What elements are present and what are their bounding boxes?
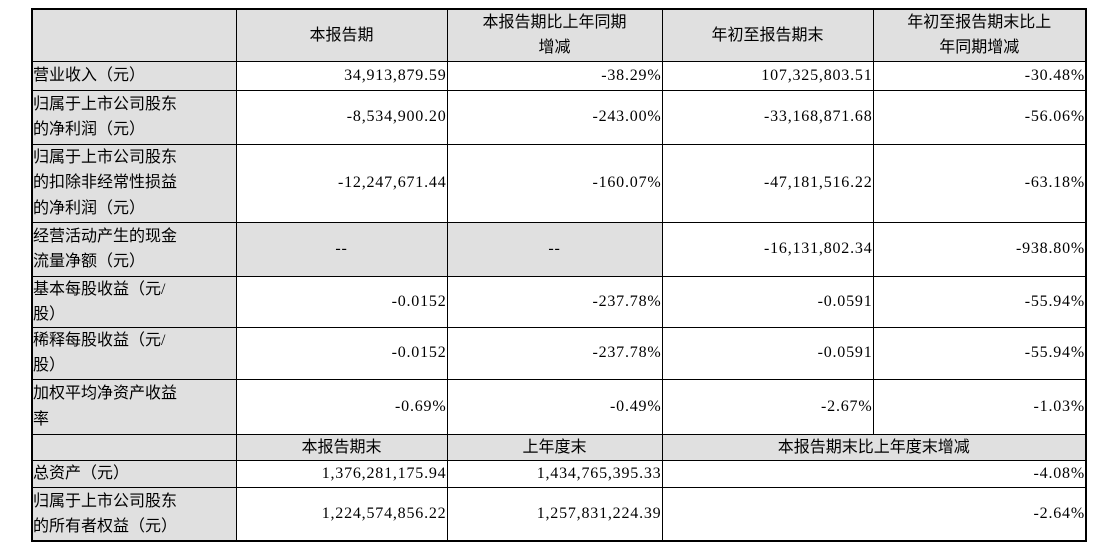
value-cell: 107,325,803.51: [661, 60, 874, 91]
value-cell: -0.0152: [235, 327, 448, 380]
value-cell: -55.94%: [872, 327, 1087, 380]
column-header-year-to-date-yoy-change: 年初至报告期末比上 年同期增减: [872, 8, 1087, 62]
value-cell: -160.07%: [446, 143, 663, 223]
value-cell: -0.49%: [446, 378, 663, 435]
row-label: 营业收入（元）: [31, 60, 237, 91]
table-row-net-profit: 归属于上市公司股东 的净利润（元） -8,534,900.20 -243.00%…: [31, 89, 1087, 145]
row-label: 加权平均净资产收益 率: [31, 378, 237, 435]
column-header-current-period: 本报告期: [235, 8, 448, 62]
value-cell: -2.64%: [661, 486, 1087, 542]
row-label: 归属于上市公司股东 的扣除非经常性损益 的净利润（元）: [31, 143, 237, 223]
column-header-end-of-prior-year: 上年度末: [446, 433, 663, 461]
table-row-owners-equity: 归属于上市公司股东 的所有者权益（元） 1,224,574,856.22 1,2…: [31, 486, 1087, 542]
value-cell: -2.67%: [661, 378, 874, 435]
primary-header-row: 本报告期 本报告期比上年同期 增减 年初至报告期末 年初至报告期末比上 年同期增…: [31, 8, 1087, 62]
table-row-operating-revenue: 营业收入（元） 34,913,879.59 -38.29% 107,325,80…: [31, 60, 1087, 91]
value-cell: 1,257,831,224.39: [446, 486, 663, 542]
value-cell: -0.0152: [235, 275, 448, 329]
value-cell: -12,247,671.44: [235, 143, 448, 223]
column-header-end-of-period: 本报告期末: [235, 433, 448, 461]
empty-value-cell: --: [446, 221, 663, 277]
table-row-weighted-avg-roe: 加权平均净资产收益 率 -0.69% -0.49% -2.67% -1.03%: [31, 378, 1087, 435]
value-cell: -30.48%: [872, 60, 1087, 91]
empty-value-cell: --: [235, 221, 448, 277]
table-row-diluted-eps: 稀释每股收益（元/ 股） -0.0152 -237.78% -0.0591 -5…: [31, 327, 1087, 380]
value-cell: -63.18%: [872, 143, 1087, 223]
table-row-total-assets: 总资产（元） 1,376,281,175.94 1,434,765,395.33…: [31, 459, 1087, 488]
row-label: 归属于上市公司股东 的净利润（元）: [31, 89, 237, 145]
value-cell: -16,131,802.34: [661, 221, 874, 277]
value-cell: -0.0591: [661, 275, 874, 329]
value-cell: -55.94%: [872, 275, 1087, 329]
row-label: 归属于上市公司股东 的所有者权益（元）: [31, 486, 237, 542]
value-cell: 1,376,281,175.94: [235, 459, 448, 488]
value-cell: -1.03%: [872, 378, 1087, 435]
table-row-net-profit-excl-nonrecurring: 归属于上市公司股东 的扣除非经常性损益 的净利润（元） -12,247,671.…: [31, 143, 1087, 223]
value-cell: -243.00%: [446, 89, 663, 145]
table-row-basic-eps: 基本每股收益（元/ 股） -0.0152 -237.78% -0.0591 -5…: [31, 275, 1087, 329]
corner-cell: [31, 8, 237, 62]
value-cell: -237.78%: [446, 327, 663, 380]
value-cell: -8,534,900.20: [235, 89, 448, 145]
table-row-operating-cash-flow: 经营活动产生的现金 流量净额（元） -- -- -16,131,802.34 -…: [31, 221, 1087, 277]
value-cell: -4.08%: [661, 459, 1087, 488]
corner-cell: [31, 433, 237, 461]
financial-summary-table: 本报告期 本报告期比上年同期 增减 年初至报告期末 年初至报告期末比上 年同期增…: [31, 8, 1087, 543]
secondary-header-row: 本报告期末 上年度末 本报告期末比上年度末增减: [31, 433, 1087, 461]
column-header-period-end-vs-prior-year-change: 本报告期末比上年度末增减: [661, 433, 1087, 461]
value-cell: -56.06%: [872, 89, 1087, 145]
column-header-current-period-yoy-change: 本报告期比上年同期 增减: [446, 8, 663, 62]
row-label: 基本每股收益（元/ 股）: [31, 275, 237, 329]
value-cell: -0.0591: [661, 327, 874, 380]
value-cell: -938.80%: [872, 221, 1087, 277]
row-label: 总资产（元）: [31, 459, 237, 488]
value-cell: -0.69%: [235, 378, 448, 435]
value-cell: -47,181,516.22: [661, 143, 874, 223]
value-cell: -237.78%: [446, 275, 663, 329]
row-label: 稀释每股收益（元/ 股）: [31, 327, 237, 380]
column-header-year-to-date: 年初至报告期末: [661, 8, 874, 62]
value-cell: 1,434,765,395.33: [446, 459, 663, 488]
row-label: 经营活动产生的现金 流量净额（元）: [31, 221, 237, 277]
value-cell: 34,913,879.59: [235, 60, 448, 91]
value-cell: 1,224,574,856.22: [235, 486, 448, 542]
value-cell: -38.29%: [446, 60, 663, 91]
value-cell: -33,168,871.68: [661, 89, 874, 145]
